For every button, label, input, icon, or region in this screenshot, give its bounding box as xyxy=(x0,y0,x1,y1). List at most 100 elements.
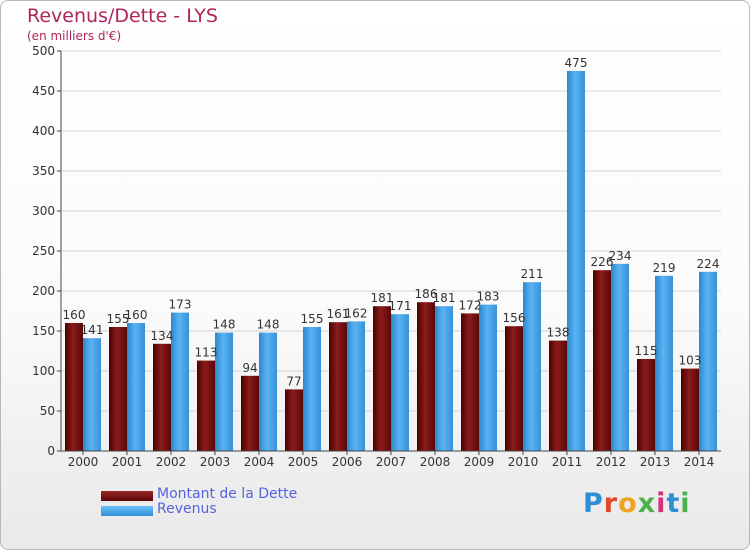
y-tick-label-400: 400 xyxy=(32,124,55,138)
y-tick-label-200: 200 xyxy=(32,284,55,298)
x-tick-label-2001: 2001 xyxy=(112,455,143,469)
x-tick-label-2012: 2012 xyxy=(596,455,627,469)
bar-revenue-2013 xyxy=(655,275,673,451)
legend-label-revenue: Revenus xyxy=(157,501,217,517)
x-tick-label-2002: 2002 xyxy=(156,455,187,469)
x-tick-label-2011: 2011 xyxy=(552,455,583,469)
logo-letter: x xyxy=(637,488,657,519)
y-tick-label-100: 100 xyxy=(32,364,55,378)
bar-debt-2010 xyxy=(505,326,523,451)
data-label-debt-2004: 94 xyxy=(242,361,257,375)
bar-debt-2014 xyxy=(681,368,699,451)
x-tick-label-2009: 2009 xyxy=(464,455,495,469)
bar-debt-2002 xyxy=(153,343,171,451)
x-tick-label-2003: 2003 xyxy=(200,455,231,469)
x-tick-label-2000: 2000 xyxy=(68,455,99,469)
y-tick-label-0: 0 xyxy=(47,444,55,458)
data-label-debt-2011: 138 xyxy=(547,326,570,340)
bar-revenue-2011 xyxy=(567,71,585,451)
bar-revenue-2006 xyxy=(347,321,365,451)
data-label-debt-2006: 161 xyxy=(327,307,350,321)
bar-debt-2007 xyxy=(373,306,391,451)
chart-title: Revenus/Dette - LYS xyxy=(27,5,218,27)
logo-letter: P xyxy=(583,488,604,519)
bar-debt-2003 xyxy=(197,360,215,451)
bar-debt-2001 xyxy=(109,327,127,451)
data-label-debt-2001: 155 xyxy=(107,312,130,326)
bar-revenue-2014 xyxy=(699,271,717,451)
data-label-debt-2012: 226 xyxy=(591,255,614,269)
data-label-revenue-2008: 181 xyxy=(433,291,456,305)
x-tick-label-2013: 2013 xyxy=(640,455,671,469)
bar-debt-2004 xyxy=(241,375,259,451)
legend-swatch-debt xyxy=(101,491,153,501)
data-label-revenue-2010: 211 xyxy=(521,267,544,281)
y-tick-label-50: 50 xyxy=(40,404,55,418)
logo-letter: i xyxy=(656,488,667,519)
bar-revenue-2005 xyxy=(303,327,321,451)
bar-revenue-2010 xyxy=(523,282,541,451)
bar-revenue-2012 xyxy=(611,263,629,451)
data-label-debt-2010: 156 xyxy=(503,311,526,325)
data-label-debt-2008: 186 xyxy=(415,287,438,301)
y-tick-label-300: 300 xyxy=(32,204,55,218)
bar-debt-2012 xyxy=(593,270,611,451)
logo-letter: t xyxy=(666,488,681,519)
x-tick-label-2010: 2010 xyxy=(508,455,539,469)
data-label-debt-2013: 115 xyxy=(635,344,658,358)
y-tick-label-250: 250 xyxy=(32,244,55,258)
data-label-revenue-2011: 475 xyxy=(565,56,588,70)
legend-label-debt: Montant de la Dette xyxy=(157,486,298,502)
legend-swatch-revenue xyxy=(101,506,153,516)
data-label-debt-2009: 172 xyxy=(459,298,482,312)
data-label-revenue-2007: 171 xyxy=(389,299,412,313)
data-label-debt-2005: 77 xyxy=(286,374,301,388)
proxiti-logo: Proxiti xyxy=(583,488,691,519)
chart-subtitle: (en milliers d'€) xyxy=(27,29,122,43)
bar-debt-2006 xyxy=(329,322,347,451)
y-tick-label-450: 450 xyxy=(32,84,55,98)
x-tick-label-2014: 2014 xyxy=(684,455,715,469)
data-label-revenue-2012: 234 xyxy=(609,249,632,263)
bar-revenue-2008 xyxy=(435,306,453,451)
x-tick-label-2008: 2008 xyxy=(420,455,451,469)
data-label-revenue-2001: 160 xyxy=(125,308,148,322)
data-label-debt-2014: 103 xyxy=(679,354,702,368)
y-tick-label-500: 500 xyxy=(32,44,55,58)
logo-letter: o xyxy=(618,488,638,519)
data-label-debt-2002: 134 xyxy=(151,329,174,343)
bar-revenue-2003 xyxy=(215,332,233,451)
data-label-revenue-2002: 173 xyxy=(169,298,192,312)
bar-debt-2000 xyxy=(65,323,83,451)
data-label-revenue-2009: 183 xyxy=(477,290,500,304)
logo-letter: r xyxy=(603,488,619,519)
x-tick-label-2007: 2007 xyxy=(376,455,407,469)
bar-revenue-2009 xyxy=(479,304,497,451)
data-label-revenue-2000: 141 xyxy=(81,323,104,337)
data-label-revenue-2003: 148 xyxy=(213,318,236,332)
data-label-revenue-2013: 219 xyxy=(653,261,676,275)
y-tick-label-350: 350 xyxy=(32,164,55,178)
bar-debt-2008 xyxy=(417,302,435,451)
data-label-debt-2003: 113 xyxy=(195,346,218,360)
bar-revenue-2007 xyxy=(391,314,409,451)
data-label-revenue-2004: 148 xyxy=(257,318,280,332)
data-label-revenue-2014: 224 xyxy=(697,257,720,271)
data-label-revenue-2005: 155 xyxy=(301,312,324,326)
bar-debt-2005 xyxy=(285,389,303,451)
bar-debt-2009 xyxy=(461,313,479,451)
x-tick-label-2005: 2005 xyxy=(288,455,319,469)
bar-revenue-2002 xyxy=(171,312,189,451)
bar-revenue-2004 xyxy=(259,332,277,451)
data-label-revenue-2006: 162 xyxy=(345,306,368,320)
data-label-debt-2000: 160 xyxy=(63,308,86,322)
bar-revenue-2001 xyxy=(127,323,145,451)
x-tick-label-2004: 2004 xyxy=(244,455,275,469)
x-tick-label-2006: 2006 xyxy=(332,455,363,469)
bar-debt-2011 xyxy=(549,340,567,451)
data-label-debt-2007: 181 xyxy=(371,291,394,305)
y-tick-label-150: 150 xyxy=(32,324,55,338)
bar-debt-2013 xyxy=(637,359,655,451)
